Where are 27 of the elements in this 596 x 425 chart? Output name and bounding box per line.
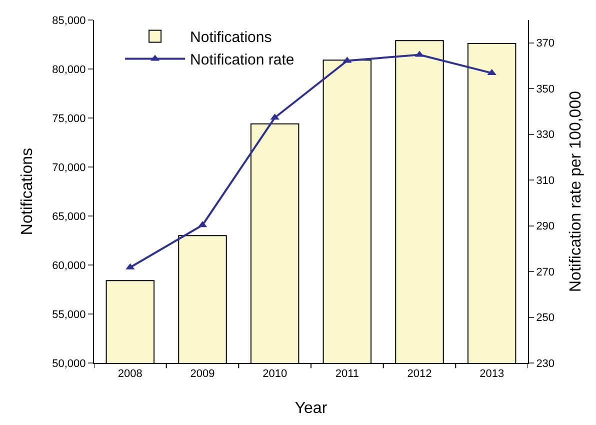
y2-tick-label: 290 xyxy=(536,220,555,233)
y2-tick-label: 230 xyxy=(536,358,555,370)
x-axis-title: Year xyxy=(294,400,328,417)
x-tick-label: 2013 xyxy=(480,368,504,380)
y2-tick-label: 310 xyxy=(536,174,555,187)
y-axis-title: Notifications xyxy=(19,148,36,236)
y-tick-label: 50,000 xyxy=(52,358,86,370)
y2-tick-label: 350 xyxy=(536,83,555,96)
y2-axis-title: Notification rate per 100,000 xyxy=(567,90,584,292)
y-tick-label: 80,000 xyxy=(52,64,86,76)
y-tick-label: 65,000 xyxy=(52,210,86,223)
y-tick-label: 60,000 xyxy=(52,260,86,272)
y2-tick-label: 330 xyxy=(536,129,555,142)
legend-label: Notifications xyxy=(190,29,272,46)
x-tick-label: 2010 xyxy=(262,368,288,380)
y-tick-label: 55,000 xyxy=(52,308,86,321)
y2-tick-label: 270 xyxy=(536,266,555,278)
x-tick-label: 2009 xyxy=(190,368,215,380)
y-tick-label: 70,000 xyxy=(52,162,86,174)
x-tick-label: 2011 xyxy=(335,368,359,380)
legend-label: Notification rate xyxy=(190,52,294,69)
x-tick-label: 2012 xyxy=(407,368,432,380)
y2-tick-label: 250 xyxy=(536,312,555,324)
y-tick-label: 75,000 xyxy=(52,112,86,125)
y2-tick-label: 370 xyxy=(536,38,555,50)
y-tick-label: 85,000 xyxy=(52,14,86,27)
x-tick-label: 2008 xyxy=(118,368,142,380)
